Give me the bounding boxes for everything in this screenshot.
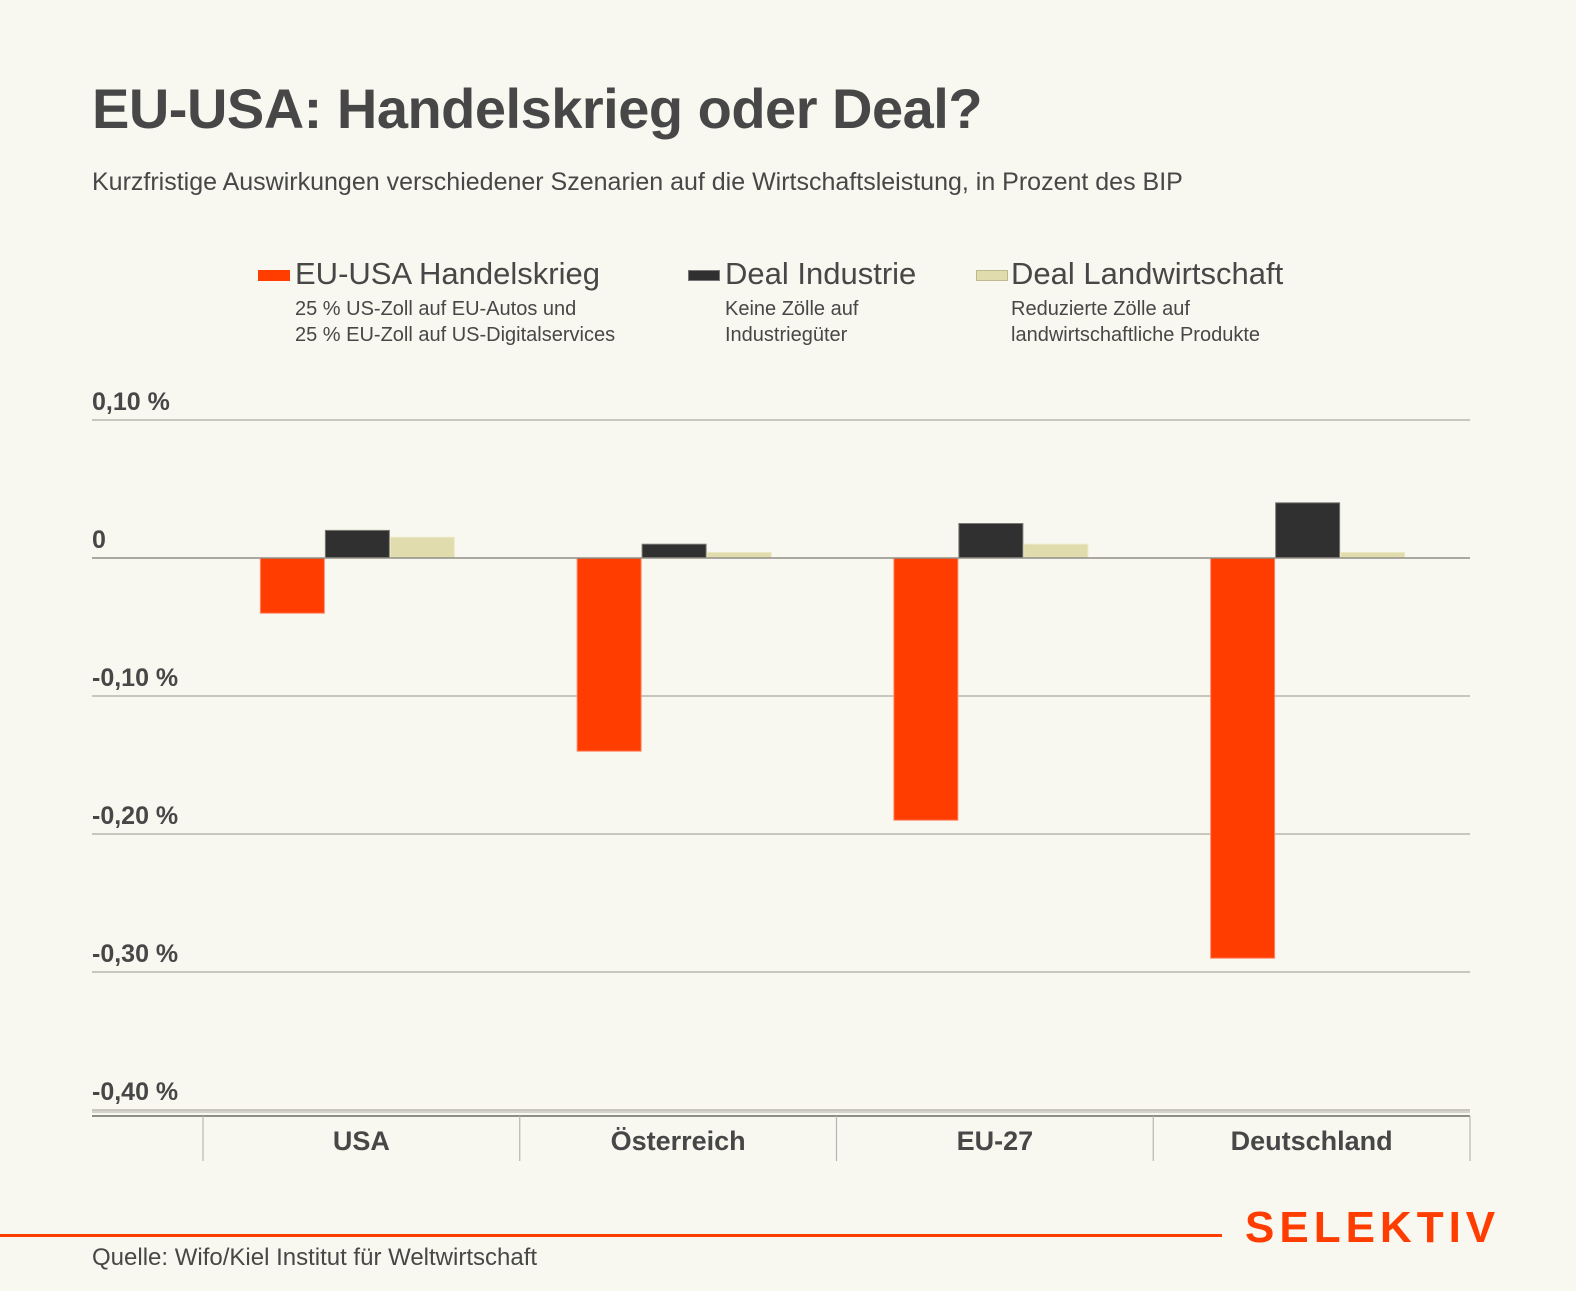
- bar-deal-landwirtschaft-deutschland: [1340, 551, 1406, 559]
- x-tick-label: EU-27: [957, 1126, 1034, 1156]
- chart-subtitle: Kurzfristige Auswirkungen verschiedener …: [92, 168, 1183, 196]
- y-tick-label: -0,10 %: [92, 664, 178, 692]
- gridlines: 0,10 % 0 -0,10 % -0,20 % -0,30 % -0,40 %: [92, 388, 1470, 1111]
- x-tick-label: Österreich: [611, 1126, 746, 1156]
- legend-swatch-handelskrieg: [258, 270, 290, 281]
- legend-label: EU-USA Handelskrieg: [295, 256, 600, 291]
- footer-divider: [0, 1234, 1222, 1237]
- legend-description-line: 25 % US-Zoll auf EU-Autos und: [295, 298, 577, 320]
- y-tick-label: -0,40 %: [92, 1078, 178, 1106]
- legend-description-line: landwirtschaftliche Produkte: [1011, 324, 1261, 346]
- brand-logo: SELEKTIV: [1245, 1203, 1501, 1252]
- bar-deal-landwirtschaft-usa: [389, 536, 455, 559]
- bar-eu-usa-handelskrieg-deutschland: [1210, 557, 1276, 959]
- legend-description: 25 % US-Zoll auf EU-Autos und 25 % EU-Zo…: [295, 296, 615, 348]
- bar-deal-landwirtschaft-eu-27: [1023, 543, 1089, 559]
- legend-description-line: Industriegüter: [725, 324, 848, 346]
- y-tick-label: -0,30 %: [92, 940, 178, 968]
- x-tick-label: Deutschland: [1231, 1126, 1393, 1156]
- bar-eu-usa-handelskrieg--sterreich: [576, 557, 642, 752]
- x-tick-label: USA: [333, 1126, 390, 1156]
- bar-deal-industrie--sterreich: [641, 543, 707, 559]
- bar-deal-landwirtschaft--sterreich: [706, 551, 772, 559]
- legend-description: Reduzierte Zölle auf landwirtschaftliche…: [1011, 296, 1260, 348]
- y-tick-label: -0,20 %: [92, 802, 178, 830]
- chart-title: EU-USA: Handelskrieg oder Deal?: [92, 77, 983, 140]
- x-axis: USA Österreich EU-27 Deutschland: [92, 1111, 1471, 1161]
- legend-label: Deal Landwirtschaft: [1011, 256, 1284, 291]
- legend-description: Keine Zölle auf Industriegüter: [725, 296, 858, 348]
- y-tick-label: 0: [92, 526, 106, 554]
- bar-eu-usa-handelskrieg-usa: [259, 557, 325, 614]
- bar-eu-usa-handelskrieg-eu-27: [893, 557, 959, 821]
- legend-description-line: 25 % EU-Zoll auf US-Digitalservices: [295, 324, 616, 346]
- bar-deal-industrie-deutschland: [1275, 502, 1341, 559]
- y-tick-label: 0,10 %: [92, 388, 170, 416]
- legend-swatch-deal-landwirtschaft: [976, 270, 1008, 281]
- bars: [259, 502, 1406, 959]
- source-note: Quelle: Wifo/Kiel Institut für Weltwirts…: [92, 1244, 538, 1271]
- bar-deal-industrie-eu-27: [958, 523, 1024, 559]
- legend-label: Deal Industrie: [725, 256, 917, 291]
- legend-swatch-deal-industrie: [688, 270, 720, 281]
- bar-deal-industrie-usa: [324, 529, 390, 559]
- legend-description-line: Reduzierte Zölle auf: [1011, 298, 1190, 320]
- legend-description-line: Keine Zölle auf: [725, 298, 859, 320]
